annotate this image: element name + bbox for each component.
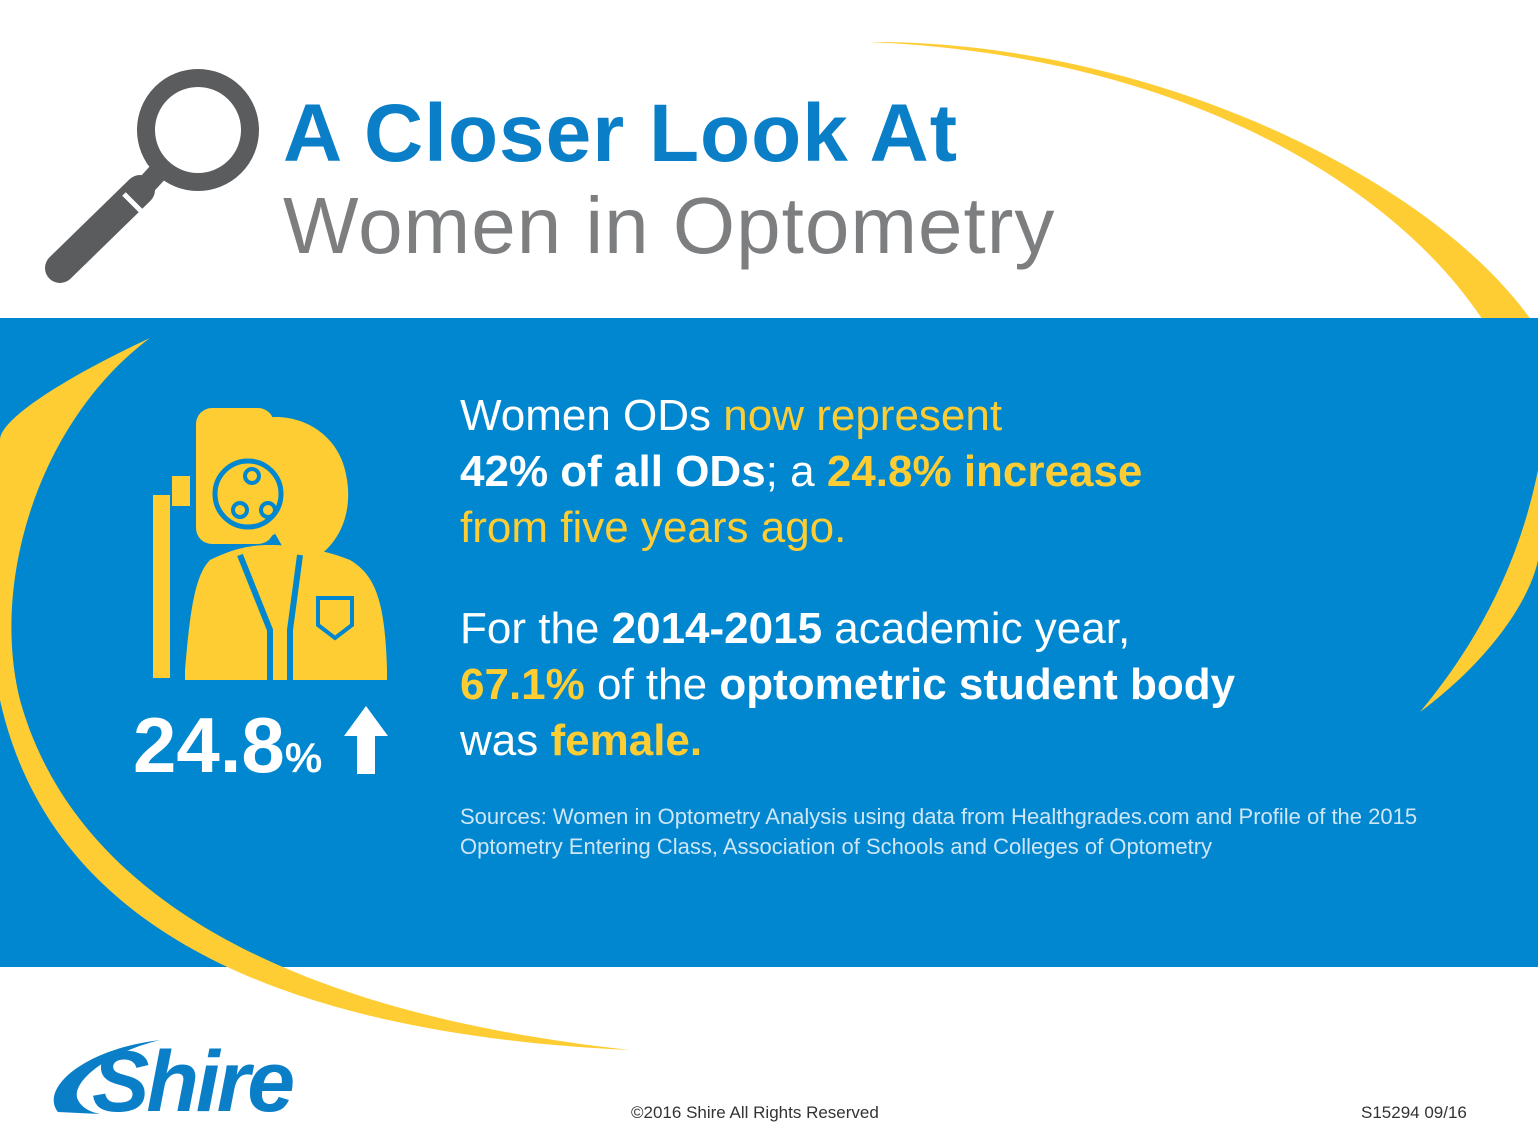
magnifying-glass-icon	[45, 69, 259, 283]
stat-increase: 24.8%	[133, 700, 388, 803]
copyright-notice: ©2016 Shire All Rights Reserved	[631, 1103, 879, 1122]
document-code: S15294 09/16	[1361, 1103, 1467, 1122]
page-title: A Closer Look At Women in Optometry	[283, 88, 1055, 272]
stat-percent-sign: %	[284, 734, 323, 781]
women-ods-statement: Women ODs now represent 42% of all ODs; …	[460, 391, 1143, 552]
left-arc	[0, 338, 630, 1050]
right-arc	[1420, 470, 1538, 712]
arrow-up-icon	[343, 706, 388, 774]
sources-note: Sources: Women in Optometry Analysis usi…	[460, 804, 1418, 859]
stat-number: 24.8	[133, 701, 285, 789]
shire-logo-swoosh-icon	[53, 1040, 160, 1114]
student-body-statement: For the 2014-2015 academic year, 67.1% o…	[460, 604, 1236, 765]
title-line-1: A Closer Look At	[283, 88, 959, 179]
shire-logo: Shire	[92, 1034, 295, 1130]
optometrist-phoropter-icon	[153, 408, 387, 680]
title-line-2: Women in Optometry	[283, 181, 1056, 270]
